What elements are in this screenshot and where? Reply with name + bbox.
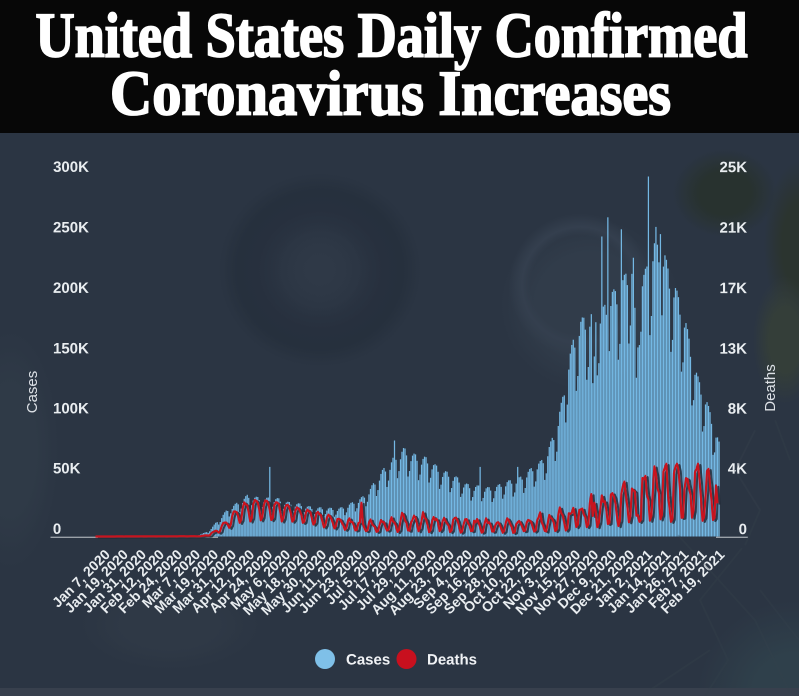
svg-text:250K: 250K — [53, 219, 89, 236]
svg-text:4K: 4K — [728, 461, 747, 478]
svg-text:50K: 50K — [53, 460, 81, 477]
svg-text:13K: 13K — [719, 341, 747, 358]
svg-text:United States Daily Confirmed: United States Daily Confirmed — [36, 1, 748, 71]
svg-text:Deaths: Deaths — [762, 364, 779, 412]
svg-text:21K: 21K — [720, 220, 748, 237]
svg-text:0: 0 — [53, 521, 61, 538]
svg-text:300K: 300K — [53, 159, 89, 176]
svg-text:Deaths: Deaths — [427, 652, 477, 669]
svg-text:200K: 200K — [53, 280, 89, 297]
svg-text:Cases: Cases — [346, 651, 390, 668]
svg-text:Coronavirus Increases: Coronavirus Increases — [110, 59, 671, 129]
svg-text:100K: 100K — [53, 400, 89, 417]
svg-text:25K: 25K — [720, 159, 748, 176]
svg-text:0: 0 — [739, 521, 747, 538]
svg-text:17K: 17K — [719, 280, 747, 297]
svg-text:150K: 150K — [53, 340, 89, 357]
svg-text:8K: 8K — [728, 401, 747, 418]
svg-text:Cases: Cases — [24, 371, 41, 414]
